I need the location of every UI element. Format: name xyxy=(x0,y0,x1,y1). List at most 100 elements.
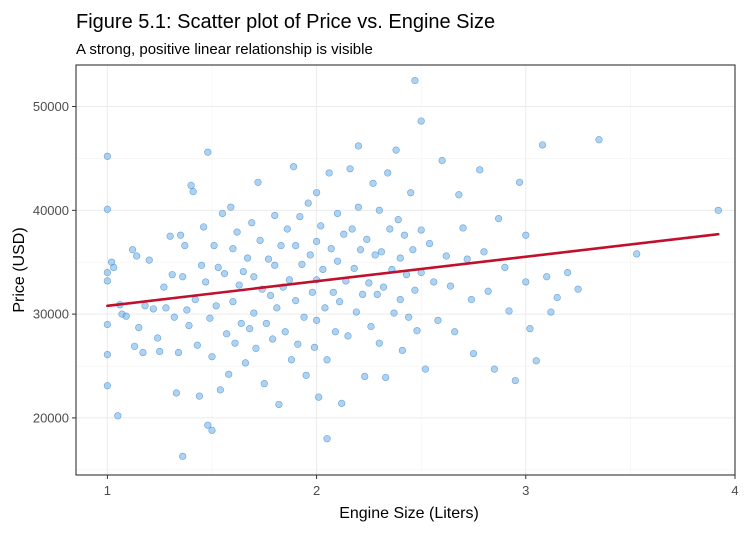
data-point xyxy=(331,328,340,336)
data-point xyxy=(195,392,204,400)
data-point xyxy=(325,169,333,177)
data-point xyxy=(210,242,218,250)
data-point xyxy=(145,256,153,264)
data-point xyxy=(363,235,371,243)
data-point xyxy=(333,257,342,265)
data-point xyxy=(128,246,137,254)
axis-ticks: 1 2 3 4 20000 30000 40000 50000 xyxy=(33,99,739,498)
data-point xyxy=(172,389,181,397)
data-point xyxy=(296,212,304,221)
data-point xyxy=(168,271,176,279)
data-point xyxy=(367,322,375,331)
data-point xyxy=(103,350,111,359)
y-tick-label: 50000 xyxy=(33,99,69,114)
data-point xyxy=(208,426,216,434)
data-point xyxy=(260,380,268,388)
data-point xyxy=(312,237,321,246)
data-point xyxy=(377,248,386,256)
data-point xyxy=(306,251,314,259)
data-point xyxy=(233,228,241,236)
data-point xyxy=(308,288,317,296)
data-point xyxy=(434,316,442,324)
data-point xyxy=(438,156,446,165)
data-point xyxy=(382,373,390,382)
data-point xyxy=(459,224,467,232)
data-point xyxy=(411,286,419,294)
data-point xyxy=(300,313,308,321)
data-point xyxy=(237,319,245,328)
data-point xyxy=(204,421,212,429)
data-point xyxy=(417,117,425,125)
data-point xyxy=(394,216,402,224)
data-point xyxy=(392,146,400,154)
data-point xyxy=(218,209,227,218)
data-point xyxy=(103,277,111,285)
data-point xyxy=(162,304,170,312)
data-point xyxy=(446,282,455,290)
data-point xyxy=(302,371,310,379)
data-point xyxy=(289,163,298,171)
data-point xyxy=(287,356,296,364)
data-point xyxy=(135,324,143,332)
data-point xyxy=(352,308,360,316)
data-point xyxy=(484,287,492,295)
data-point xyxy=(243,254,252,262)
data-point xyxy=(354,203,363,211)
data-points xyxy=(103,76,722,460)
data-point xyxy=(348,225,356,233)
data-point xyxy=(501,263,509,272)
data-point xyxy=(574,285,582,293)
y-axis-title: Price (USD) xyxy=(11,227,28,312)
data-point xyxy=(407,189,415,197)
data-point xyxy=(266,291,275,300)
data-point xyxy=(532,357,540,365)
data-point xyxy=(262,319,270,328)
data-point xyxy=(114,412,122,420)
data-point xyxy=(467,295,476,304)
data-point xyxy=(185,321,193,330)
data-point xyxy=(256,236,264,245)
data-point xyxy=(271,261,279,269)
data-point xyxy=(141,302,149,310)
data-point xyxy=(480,248,488,256)
data-point xyxy=(369,179,377,187)
data-point xyxy=(252,344,260,352)
data-point xyxy=(312,189,321,197)
data-point xyxy=(340,230,348,238)
data-point xyxy=(350,264,358,273)
data-point xyxy=(103,152,111,160)
data-point xyxy=(365,279,373,287)
data-point xyxy=(354,142,363,150)
data-point xyxy=(264,255,273,263)
data-point xyxy=(379,283,388,291)
data-point xyxy=(327,245,335,253)
data-point xyxy=(298,260,306,268)
data-point xyxy=(400,231,409,239)
data-point xyxy=(179,273,187,281)
data-point xyxy=(283,225,291,233)
data-point xyxy=(271,211,279,220)
data-point xyxy=(139,348,147,357)
data-point xyxy=(319,265,327,274)
data-point xyxy=(239,267,247,276)
data-point xyxy=(187,181,195,190)
data-point xyxy=(338,399,346,407)
data-point xyxy=(375,339,383,347)
data-point xyxy=(329,288,337,296)
data-point xyxy=(405,313,413,321)
data-point xyxy=(110,263,118,272)
data-point xyxy=(413,327,421,335)
data-point xyxy=(375,206,383,214)
data-point xyxy=(396,254,404,262)
data-point xyxy=(285,276,293,284)
data-point xyxy=(336,298,344,306)
data-point xyxy=(469,349,478,358)
data-point xyxy=(202,278,210,286)
y-tick-label: 30000 xyxy=(33,307,69,322)
data-point xyxy=(333,209,342,218)
data-point xyxy=(430,278,438,286)
data-point xyxy=(553,293,561,302)
data-point xyxy=(356,246,365,254)
